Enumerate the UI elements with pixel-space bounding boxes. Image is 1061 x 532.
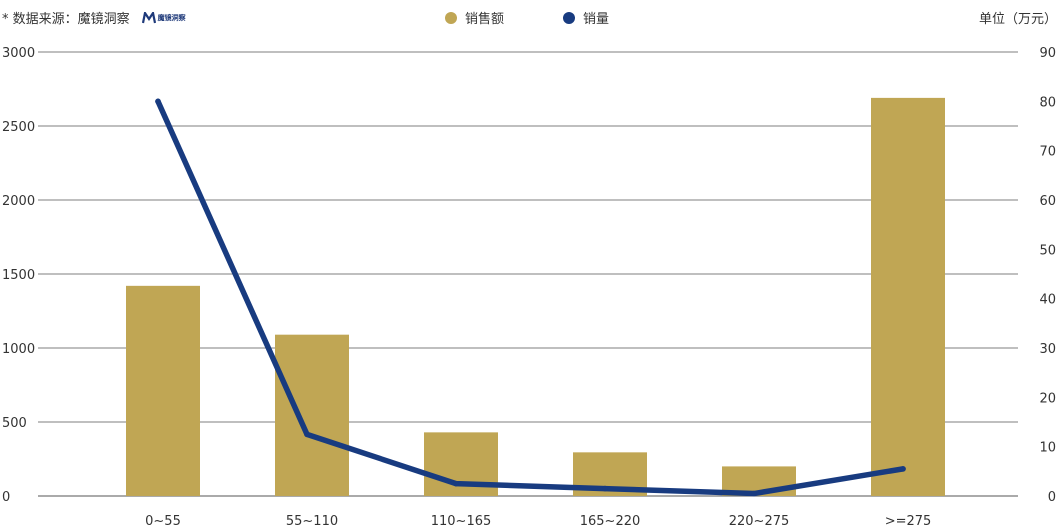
y-right-tick-label: 60 bbox=[1039, 194, 1056, 209]
source-note: * 数据来源：魔镜洞察 魔镜洞察 bbox=[2, 8, 186, 27]
x-tick-label: >=275 bbox=[885, 514, 932, 529]
bar bbox=[871, 97, 945, 496]
line-point bbox=[155, 98, 161, 105]
y-right-tick-label: 40 bbox=[1039, 293, 1056, 308]
y-right-tick-label: 20 bbox=[1039, 391, 1056, 406]
source-label: * 数据来源：魔镜洞察 bbox=[2, 12, 130, 27]
logo-text: 魔镜洞察 bbox=[157, 13, 186, 22]
x-tick-label: 55~110 bbox=[286, 514, 338, 529]
y-left-tick-label: 1500 bbox=[2, 268, 35, 283]
y-left-tick-label: 0 bbox=[2, 490, 10, 505]
y-right-tick-label: 0 bbox=[1048, 490, 1056, 505]
y-right-tick-label: 90 bbox=[1039, 46, 1056, 61]
x-tick-label: 165~220 bbox=[580, 514, 641, 529]
y-left-tick-label: 500 bbox=[2, 416, 27, 431]
y-left-tick-label: 2000 bbox=[2, 194, 35, 209]
y-left-tick-label: 1000 bbox=[2, 342, 35, 357]
legend-item-sales-amount: 销售额 bbox=[445, 8, 504, 27]
line-point bbox=[304, 431, 310, 438]
y-right-tick-label: 70 bbox=[1039, 145, 1056, 160]
y-right-tick-label: 10 bbox=[1039, 441, 1056, 456]
bar bbox=[126, 285, 200, 496]
bar bbox=[275, 334, 349, 496]
legend-line-swatch bbox=[563, 11, 575, 24]
y-left-tick-label: 3000 bbox=[2, 46, 35, 61]
line-point bbox=[900, 466, 906, 472]
unit-label: 单位（万元） bbox=[978, 12, 1057, 27]
y-right-tick-label: 80 bbox=[1039, 95, 1056, 110]
logo-m-icon bbox=[141, 11, 156, 23]
y-left-tick-label: 2500 bbox=[2, 120, 35, 135]
legend-label-sales-volume: 销量 bbox=[583, 12, 610, 27]
x-tick-label: 110~165 bbox=[431, 514, 492, 529]
mojing-logo: 魔镜洞察 bbox=[141, 11, 186, 24]
line-point bbox=[453, 480, 459, 487]
legend-label-sales-amount: 销售额 bbox=[465, 12, 505, 27]
series-line bbox=[155, 98, 906, 497]
y-right-tick-label: 30 bbox=[1039, 342, 1056, 357]
y-right-tick-label: 50 bbox=[1039, 243, 1056, 258]
legend-item-sales-volume: 销量 bbox=[563, 8, 609, 27]
line-point bbox=[751, 490, 757, 497]
x-tick-label: 0~55 bbox=[145, 514, 181, 529]
x-tick-label: 220~275 bbox=[729, 514, 790, 529]
legend-bar-swatch bbox=[445, 11, 457, 24]
line-point bbox=[602, 485, 608, 492]
